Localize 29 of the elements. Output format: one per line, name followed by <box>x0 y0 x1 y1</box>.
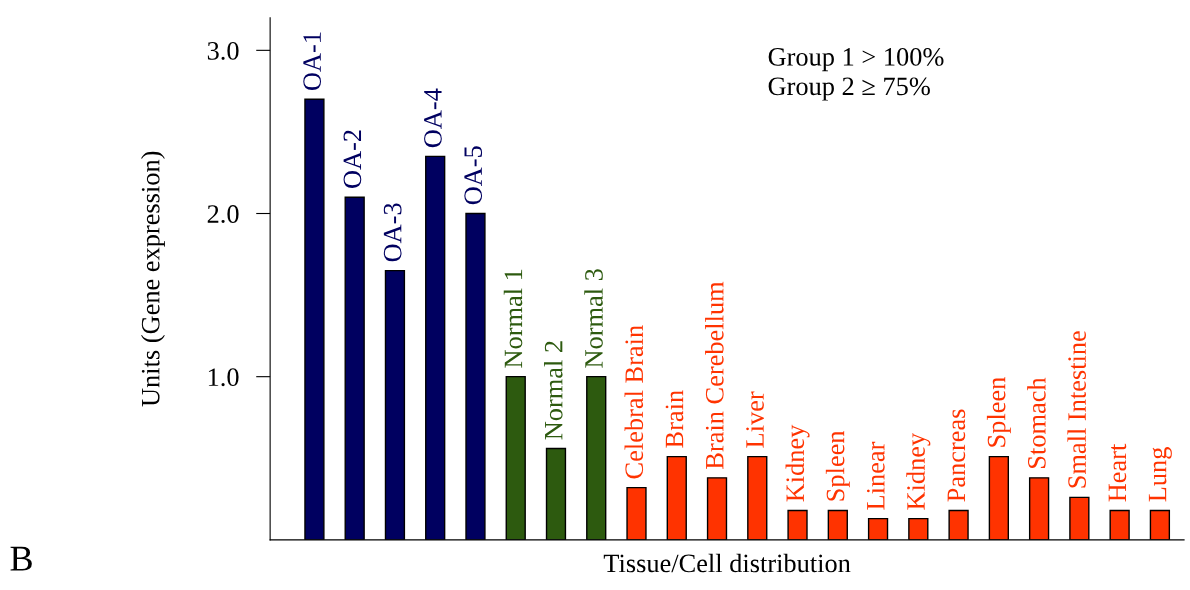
x-tick-label: Spleen <box>825 430 850 501</box>
x-tick-label: Pancreas <box>947 409 966 502</box>
x-tick-label: Stomach <box>1027 377 1046 468</box>
annotation: Group 1 > 100% Group 2 ≥ 75% <box>768 47 944 101</box>
y-axis-title: Units (Gene expression) <box>140 151 165 407</box>
x-tick-label: Brain <box>665 390 684 448</box>
x-tick-label: OA-1 <box>303 32 322 91</box>
x-tick-label: Normal 1 <box>503 269 523 368</box>
y-tick-label: 2.0 <box>207 205 239 224</box>
text: B <box>10 546 32 571</box>
x-tick-label: Lung <box>1148 447 1172 502</box>
x-tick-label: Spleen <box>986 377 1011 447</box>
x-tick-label: Kidney <box>906 432 931 510</box>
x-tick-label: OA-4 <box>424 88 442 148</box>
x-tick-label: Celebral Brain <box>624 325 644 479</box>
y-tick-label: 3.0 <box>207 41 239 60</box>
x-tick-label: Normal 2 <box>544 341 563 440</box>
x-tick-label: Linear <box>866 441 885 510</box>
x-tick-label: Kidney <box>785 424 810 502</box>
x-tick-label: Liver <box>746 391 764 448</box>
x-tick-label: Small Intestine <box>1067 331 1086 488</box>
x-axis-title: Tissue/Cell distribution <box>603 553 851 573</box>
x-tick-label: OA-5 <box>464 146 483 205</box>
y-tick-label: 1.0 <box>208 368 239 387</box>
x-tick-label: OA-3 <box>383 203 402 262</box>
x-tick-label: OA-2 <box>343 130 362 188</box>
x-tick-label: Brain Cerebellum <box>705 281 724 469</box>
x-tick-label: Heart <box>1108 443 1127 502</box>
x-tick-label: Normal 3 <box>584 269 603 368</box>
